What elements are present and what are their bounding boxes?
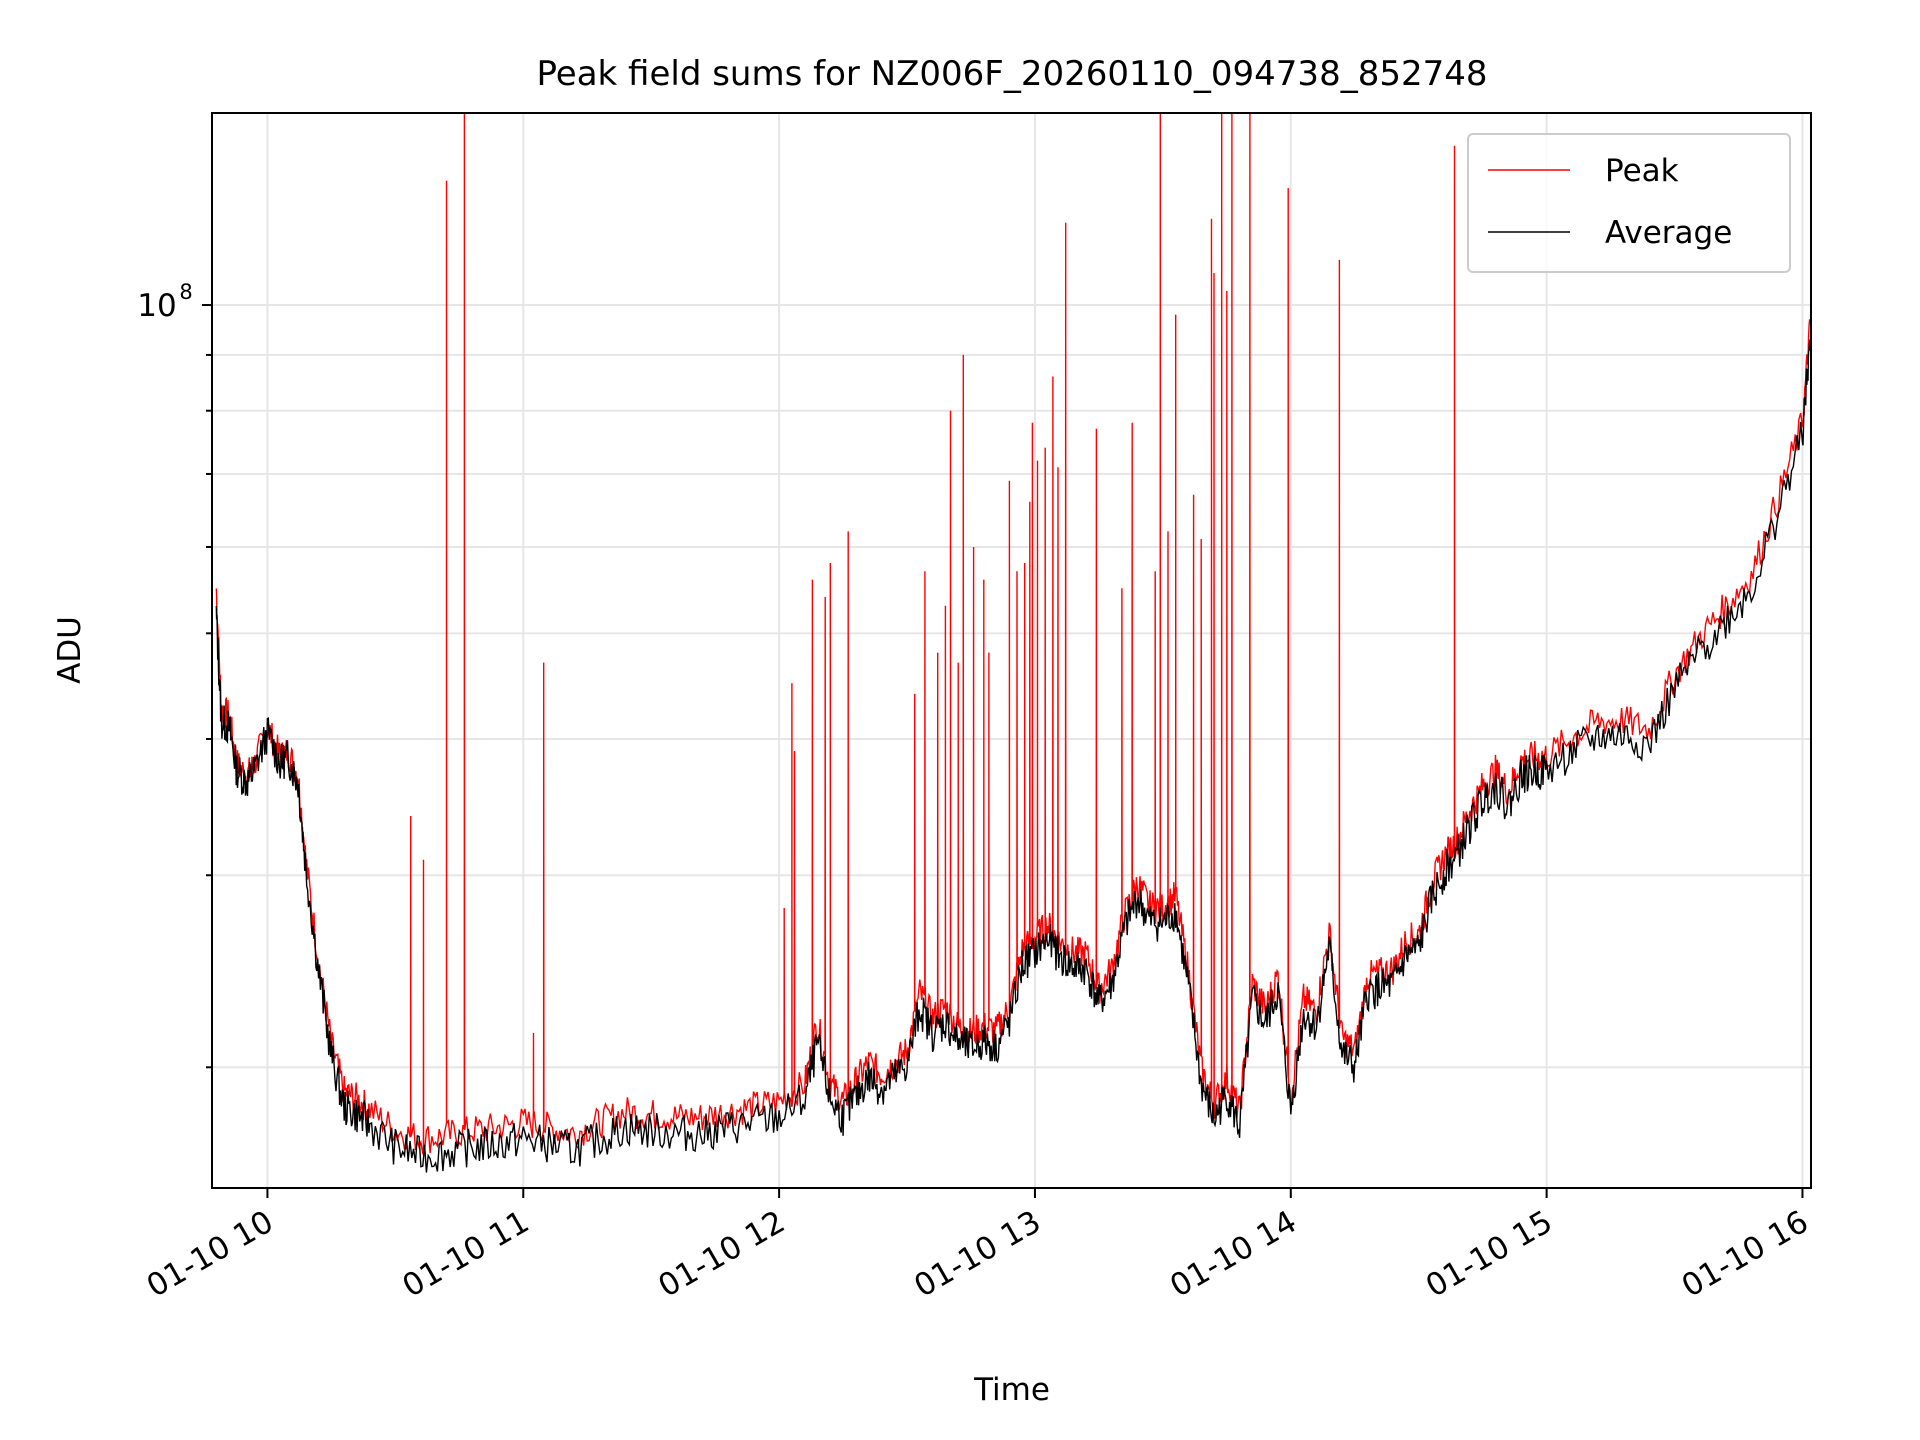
legend-peak-label: Peak <box>1605 153 1679 189</box>
y-axis: 10 8 <box>137 280 212 1069</box>
plot-frame <box>211 112 1812 1189</box>
legend: Peak Average <box>1467 133 1791 273</box>
y-tick-exponent: 8 <box>179 280 192 304</box>
legend-box <box>1467 133 1791 273</box>
grid <box>212 113 1811 1188</box>
y-tick-label: 10 <box>137 288 176 324</box>
y-axis-label: ADU <box>52 616 88 684</box>
x-axis-label: Time <box>973 1372 1050 1408</box>
series-layer <box>215 113 1811 1173</box>
series-peak-line <box>215 113 1811 1155</box>
chart-title: Peak field sums for NZ006F_20260110_0947… <box>537 54 1488 94</box>
legend-average-label: Average <box>1605 215 1732 251</box>
series-average-line <box>215 339 1811 1173</box>
